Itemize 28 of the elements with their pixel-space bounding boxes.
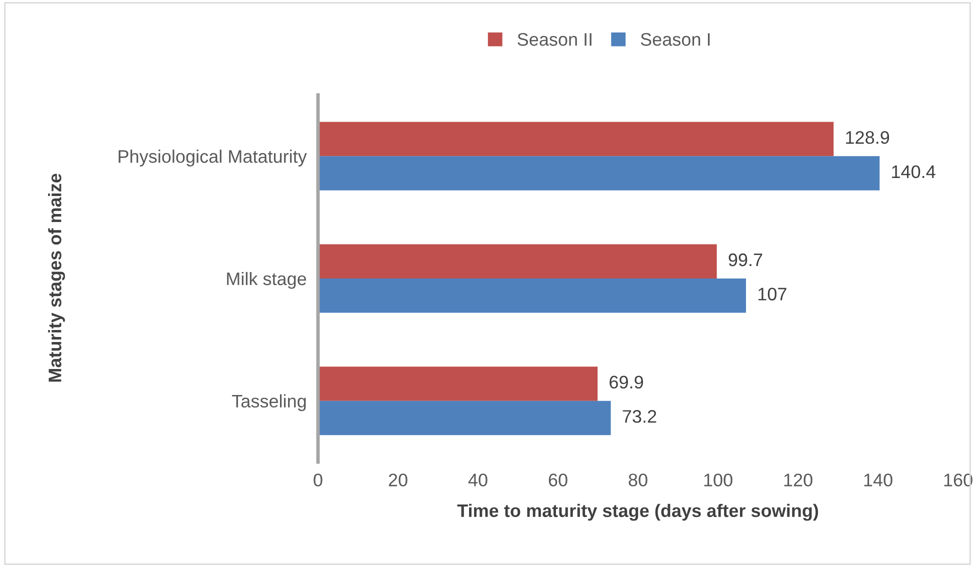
x-tick-label: 80 (628, 474, 648, 486)
data-label: 99.7 (728, 253, 762, 266)
x-tick-label: 140 (864, 474, 892, 486)
x-axis-title: Time to maturity stage (days after sowing) (457, 504, 818, 521)
bar (318, 156, 880, 190)
x-tick-label: 100 (704, 474, 732, 486)
bar (318, 400, 611, 436)
y-tick-label: Tasseling (232, 394, 306, 412)
bar (318, 278, 746, 313)
x-tick-label: 60 (548, 474, 568, 486)
x-tick-label: 120 (784, 474, 812, 486)
x-tick-label: 40 (468, 474, 488, 486)
bar (318, 122, 834, 156)
data-label: 128.9 (846, 131, 890, 144)
data-label: 69.9 (610, 376, 643, 389)
y-tick-label: Physiological Mataturity (118, 150, 307, 166)
data-label: 107 (758, 288, 786, 300)
bar (318, 366, 598, 401)
y-axis-title: Maturity stages of maize (48, 174, 66, 382)
data-label: 140.4 (892, 165, 936, 178)
legend-label: Season II (518, 33, 592, 46)
legend-label: Season I (640, 33, 710, 46)
x-tick-label: 20 (388, 474, 408, 486)
x-tick-label: 160 (944, 474, 972, 486)
x-tick-label: 0 (314, 474, 322, 486)
bar (318, 244, 717, 278)
y-tick-label: Milk stage (227, 272, 306, 289)
data-label: 73.2 (622, 410, 656, 423)
